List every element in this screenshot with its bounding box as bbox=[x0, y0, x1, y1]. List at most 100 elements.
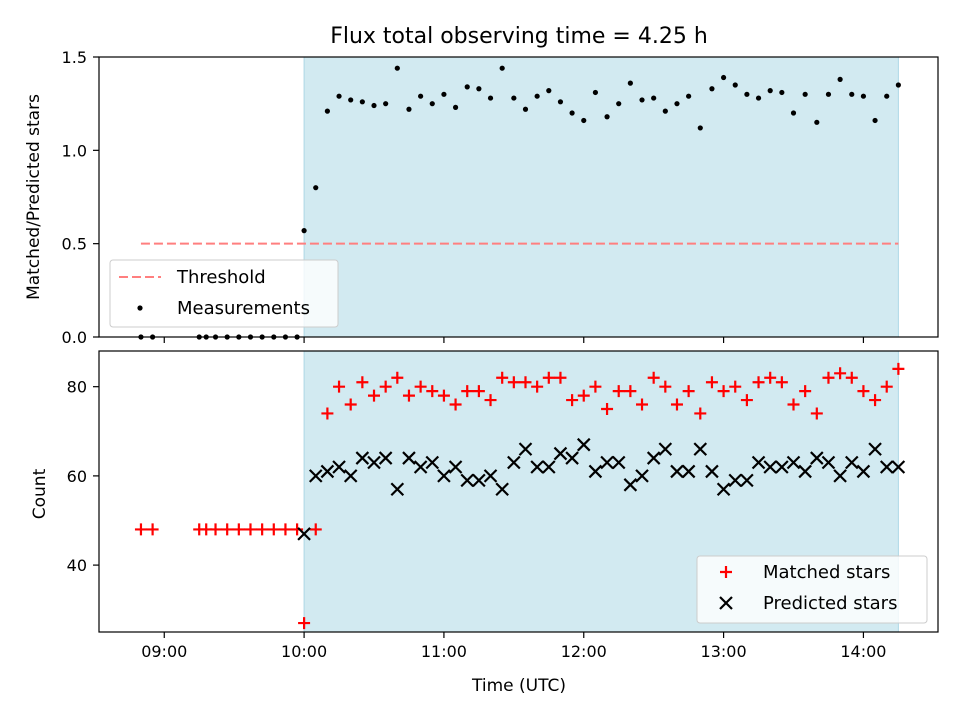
measurements-point bbox=[534, 93, 540, 99]
predicted-stars-point bbox=[542, 460, 556, 474]
matched-stars-point bbox=[507, 376, 520, 389]
matched-stars-point bbox=[764, 371, 777, 384]
measurements-point bbox=[755, 95, 762, 101]
matched-stars-point bbox=[256, 523, 269, 536]
measurements-point bbox=[383, 101, 389, 107]
matched-stars-point bbox=[624, 385, 637, 398]
x-tick-label: 13:00 bbox=[701, 642, 747, 661]
measurements-point bbox=[487, 95, 494, 101]
matched-stars-point bbox=[869, 394, 882, 407]
matched-stars-point bbox=[717, 385, 730, 398]
top-y-axis-label: Matched/Predicted stars bbox=[24, 94, 44, 300]
measurements-point bbox=[348, 97, 354, 103]
measurements-point bbox=[860, 93, 867, 99]
predicted-stars-point bbox=[332, 460, 346, 474]
measurements-point bbox=[767, 88, 773, 94]
matched-stars-point bbox=[647, 371, 660, 384]
matched-stars-point bbox=[682, 385, 695, 398]
predicted-stars-point bbox=[588, 464, 603, 479]
matched-stars-point bbox=[279, 523, 292, 536]
measurements-point bbox=[720, 74, 727, 81]
top-y-tick-label: 1.5 bbox=[62, 48, 87, 67]
matched-stars-point bbox=[232, 523, 245, 536]
matched-stars-point bbox=[799, 385, 812, 398]
matched-stars-point bbox=[845, 371, 858, 384]
bottom-y-tick-label: 60 bbox=[67, 467, 87, 486]
matched-stars-point bbox=[134, 523, 147, 536]
matched-stars-point bbox=[740, 394, 753, 407]
predicted-stars-point bbox=[670, 464, 684, 479]
measurements-point bbox=[674, 101, 680, 107]
predicted-stars-point bbox=[600, 455, 614, 470]
legend-label-matched: Matched stars bbox=[763, 562, 890, 583]
measurements-point bbox=[744, 91, 750, 97]
matched-legend-swatch bbox=[720, 566, 732, 578]
matched-stars-point bbox=[309, 523, 322, 536]
matched-stars-point bbox=[834, 367, 847, 380]
predicted-stars-point bbox=[833, 469, 847, 483]
predicted-stars-point bbox=[495, 482, 509, 497]
bottom-y-tick-label: 80 bbox=[67, 378, 87, 397]
measurements-point bbox=[604, 114, 610, 120]
bottom-y-tick-label: 40 bbox=[67, 556, 87, 575]
matched-stars-point bbox=[379, 380, 392, 393]
measurements-point bbox=[418, 93, 424, 99]
predicted-stars-point bbox=[728, 473, 743, 488]
predicted-stars-point bbox=[775, 460, 789, 474]
top-legend-box bbox=[109, 259, 339, 328]
measurements-point bbox=[546, 88, 552, 94]
matched-stars-point bbox=[414, 380, 427, 393]
matched-stars-point bbox=[729, 380, 742, 393]
x-axis-label: Time (UTC) bbox=[471, 676, 566, 696]
predicted-stars-point bbox=[472, 473, 486, 488]
measurements-point bbox=[569, 110, 575, 116]
measurements-point bbox=[476, 86, 482, 92]
predicted-stars-point bbox=[402, 451, 416, 465]
predicted-stars-point bbox=[879, 460, 894, 474]
predicted-stars-point bbox=[378, 451, 393, 465]
matched-stars-point bbox=[426, 385, 439, 398]
x-tick-label: 10:00 bbox=[281, 642, 327, 661]
matched-stars-point bbox=[519, 376, 532, 389]
predicted-stars-point bbox=[763, 460, 777, 474]
matched-stars-point bbox=[857, 385, 870, 398]
legend-label-measurements: Measurements bbox=[177, 298, 310, 319]
measurements-point bbox=[651, 95, 657, 101]
matched-stars-point bbox=[810, 407, 823, 420]
measurements-point bbox=[557, 99, 564, 105]
bottom-plot-frame bbox=[98, 350, 939, 633]
matched-stars-point bbox=[244, 523, 257, 536]
measurements-point bbox=[627, 80, 633, 86]
predicted-stars-point bbox=[891, 460, 906, 474]
top-plot-frame bbox=[98, 56, 939, 338]
matched-stars-point bbox=[612, 385, 625, 398]
measurements-point bbox=[499, 65, 505, 71]
matched-stars-point bbox=[670, 398, 683, 411]
predicted-stars-point bbox=[565, 451, 579, 465]
measurements-point bbox=[779, 89, 785, 96]
matched-stars-point bbox=[636, 398, 649, 411]
matched-stars-point bbox=[880, 380, 893, 393]
predicted-legend-swatch bbox=[719, 596, 733, 610]
predicted-stars-point bbox=[308, 469, 323, 483]
measurements-point bbox=[732, 82, 738, 88]
matched-stars-point bbox=[554, 371, 567, 384]
bottom-panel: 09:00 10:00 11:00 12:00 13:00 14:00 40 60 80 Co… bbox=[30, 350, 939, 661]
matched-stars-point bbox=[705, 376, 718, 389]
measurements-point bbox=[709, 86, 715, 92]
predicted-stars-point bbox=[390, 482, 405, 497]
measurements-point bbox=[429, 101, 435, 107]
predicted-stars-point bbox=[751, 455, 766, 470]
matched-stars-point bbox=[146, 523, 159, 536]
measurements-point bbox=[790, 110, 797, 116]
measurements-point bbox=[825, 91, 832, 97]
measurements-point bbox=[592, 89, 599, 96]
measurements-point bbox=[359, 99, 365, 105]
measurements-point bbox=[452, 104, 459, 110]
matched-stars-point bbox=[589, 380, 602, 393]
predicted-stars-point bbox=[856, 464, 871, 479]
measurements-point bbox=[872, 117, 878, 124]
matched-stars-point bbox=[775, 376, 788, 389]
chart-title: Flux total observing time = 4.25 h bbox=[330, 24, 708, 49]
top-y-tick-label: 1.0 bbox=[62, 141, 87, 160]
